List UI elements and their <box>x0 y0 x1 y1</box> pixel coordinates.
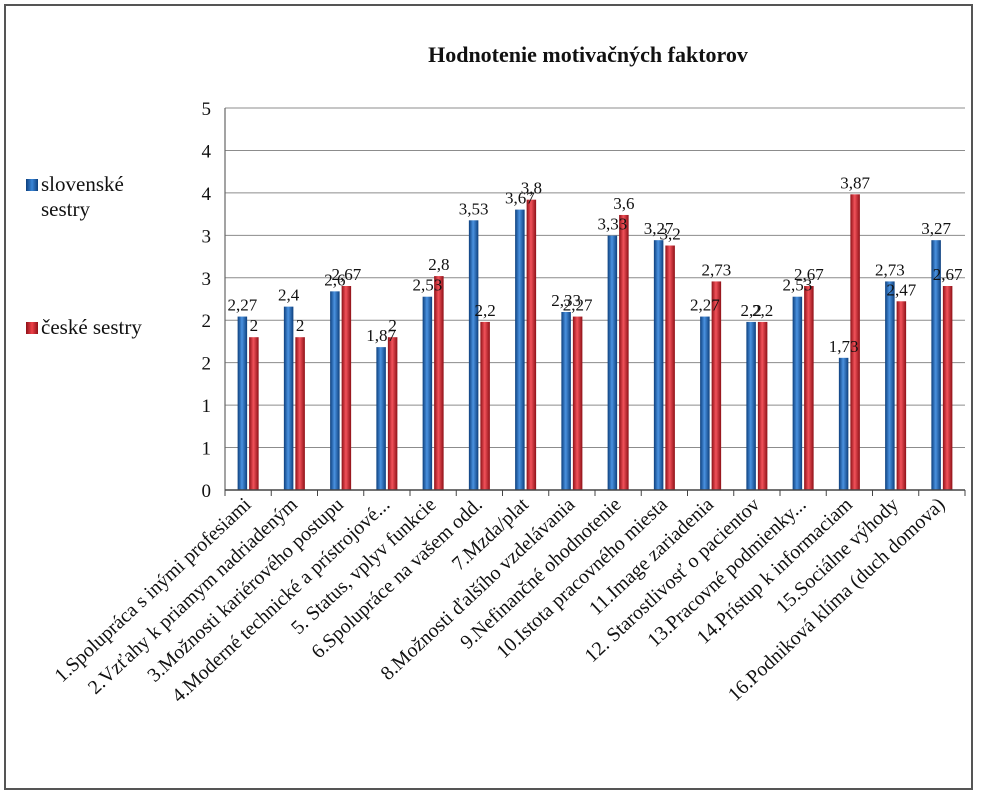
data-label-slovak: 3,27 <box>644 219 674 238</box>
bar-slovak <box>792 296 803 490</box>
bar-czech <box>619 214 629 490</box>
data-label-slovak: 3,33 <box>598 215 628 234</box>
legend-swatch-czech <box>26 322 38 334</box>
bar-czech <box>434 276 444 490</box>
data-label-slovak: 2,53 <box>783 276 813 295</box>
legend-label-slovak: slovenské sestry <box>41 172 124 221</box>
bar-slovak <box>376 347 386 490</box>
bar-slovak <box>653 240 664 490</box>
data-label-slovak: 2,33 <box>551 291 581 310</box>
data-label-slovak: 1,73 <box>829 337 859 356</box>
bar-czech <box>341 286 352 490</box>
y-tick-label: 4 <box>202 141 212 162</box>
bars <box>237 194 953 491</box>
bar-czech <box>942 286 953 490</box>
bar-slovak <box>838 357 849 490</box>
bar-slovak <box>515 209 525 490</box>
data-label-czech: 3,2 <box>660 225 681 244</box>
data-label-czech: 2,2 <box>752 301 773 320</box>
bar-czech <box>850 194 860 490</box>
y-tick-label: 1 <box>202 439 212 460</box>
y-tick-label: 3 <box>202 269 212 290</box>
bar-slovak <box>700 316 710 490</box>
y-tick-label: 2 <box>202 311 212 332</box>
bar-slovak <box>330 291 340 490</box>
data-label-czech: 2,27 <box>563 296 593 315</box>
data-label-czech: 2,2 <box>475 301 496 320</box>
bar-czech <box>896 301 907 490</box>
data-label-czech: 2,67 <box>794 265 824 284</box>
bar-czech <box>526 199 537 490</box>
y-tick-label: 5 <box>202 99 212 120</box>
data-label-slovak: 2,27 <box>228 296 258 315</box>
legend-item-slovak: slovenské sestry <box>26 172 171 222</box>
data-label-czech: 3,87 <box>840 173 870 192</box>
legend-swatch-slovak <box>26 179 38 191</box>
data-label-czech: 2 <box>296 316 305 335</box>
y-tick-label: 4 <box>202 184 212 205</box>
data-label-slovak: 3,53 <box>459 199 489 218</box>
legend-label-czech: české sestry <box>41 315 142 339</box>
y-axis: 0 1 1 2 2 3 3 4 4 5 <box>202 99 226 502</box>
bar-czech <box>249 337 259 490</box>
data-label-slovak: 2,4 <box>278 286 300 305</box>
data-label-slovak: 2,53 <box>413 276 443 295</box>
bar-slovak <box>468 220 479 491</box>
data-label-czech: 2,67 <box>332 265 362 284</box>
legend-item-czech: české sestry <box>26 315 171 340</box>
y-tick-label: 0 <box>202 481 212 502</box>
bar-czech <box>295 337 305 490</box>
bar-czech <box>387 337 398 490</box>
bar-slovak <box>422 296 433 490</box>
data-label-czech: 3,6 <box>613 194 634 213</box>
bar-czech <box>711 281 722 490</box>
bar-slovak <box>931 240 941 490</box>
data-label-slovak: 1,87 <box>366 326 396 345</box>
data-label-czech: 2,67 <box>933 265 963 284</box>
data-label-czech: 3,8 <box>521 179 542 198</box>
bar-slovak <box>885 281 895 490</box>
data-label-czech: 2 <box>388 316 397 335</box>
bar-slovak <box>237 316 248 490</box>
data-label-czech: 2,8 <box>428 255 449 274</box>
bar-czech <box>665 245 675 490</box>
data-label-slovak: 3,27 <box>921 219 951 238</box>
data-label-slovak: 2,6 <box>324 270 345 289</box>
bar-czech <box>572 316 583 490</box>
chart-title: Hodnotenie motivačných faktorov <box>428 42 748 67</box>
bar-slovak <box>283 306 294 490</box>
y-tick-label: 1 <box>202 396 212 417</box>
x-axis: 1.Spolupráca s inými profesiami2.Vzťahy … <box>50 489 966 707</box>
bar-slovak <box>746 321 756 490</box>
bar-czech <box>480 321 490 490</box>
bar-czech <box>757 321 768 490</box>
bar-slovak <box>607 235 618 490</box>
bar-czech <box>804 286 814 490</box>
data-label-czech: 2 <box>250 316 259 335</box>
data-label-slovak: 2,2 <box>741 301 762 320</box>
y-tick-label: 3 <box>202 226 212 247</box>
data-label-slovak: 2,73 <box>875 260 905 279</box>
data-label-slovak: 2,27 <box>690 296 720 315</box>
bar-slovak <box>561 311 571 490</box>
data-label-slovak: 3,67 <box>505 189 535 208</box>
data-label-czech: 2,47 <box>887 280 917 299</box>
data-labels: 2,27 2,4 2,6 1,87 2,53 3,53 3,67 2,33 3,33 3,27 2,… <box>228 173 964 355</box>
data-label-czech: 2,73 <box>702 260 732 279</box>
y-tick-label: 2 <box>202 354 212 375</box>
